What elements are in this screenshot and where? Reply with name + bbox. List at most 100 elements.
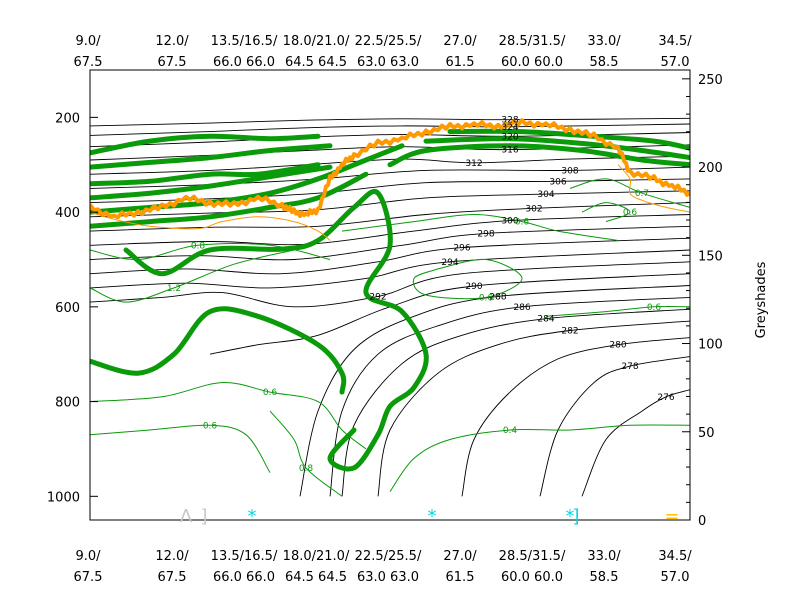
theta-contour-label: 292 [369,292,386,302]
tropopause-line [90,118,690,241]
pv-contour-thick [123,189,429,472]
x-top-label-line1: 12.0/ [155,34,189,49]
pv-contour-label: 0.6 [203,421,218,431]
pv-contour-label: 0.6 [479,293,494,303]
theta-contour-label: 324 [501,123,518,133]
theta-contour-label: 320 [501,132,518,142]
theta-contour-292 [90,261,690,308]
pv-contour-label: 1.2 [167,284,181,294]
x-bottom-label-line2: 61.5 [446,570,475,585]
theta-contour-label: 282 [561,327,578,337]
pv-contour-thick [423,136,690,161]
pv-contour-thin [269,410,343,497]
x-bottom-label-line1: 27.0/ [443,549,477,564]
theta-contour-282 [377,320,690,497]
x-top-label-line2: 67.5 [74,55,103,70]
x-top-label-line2: 64.5 64.5 [285,55,347,70]
theta-contour-label: 306 [549,177,566,187]
y-right-tick-label: 50 [698,426,715,441]
pv-contour-label: 0.8 [299,464,314,474]
x-bottom-label-line2: 63.0 63.0 [357,570,419,585]
theta-contour-label: 294 [441,258,458,268]
pv-contour-thin [569,178,690,208]
contour-labels: 276 278 280 282 284 286 288 290 292 294 296 298 300 3… [167,116,675,474]
theta-contour-label: 284 [537,315,554,325]
x-top-label-line2: 58.5 [590,55,619,70]
y-right-tick-label: 0 [698,514,706,529]
y-right-tick-label: 100 [698,338,723,353]
x-top-label-line1: 18.0/21.0/ [283,34,350,49]
x-bottom-label-line1: 28.5/31.5/ [499,549,566,564]
pv-contour-thick [90,143,405,215]
station-marker: * [566,506,575,527]
theta-contour-label: 302 [525,204,542,214]
x-top-label-line2: 60.0 60.0 [501,55,563,70]
right-axis-title: Greyshades [754,261,769,338]
station-marker: Λ [180,506,193,527]
pv-contour-thick [387,143,690,168]
station-marker: * [428,506,437,527]
tropopause-thin-line [617,164,690,213]
theta-contour-302 [90,202,690,232]
pv-contour-label: 0.4 [503,426,518,436]
x-top-label-line1: 28.5/31.5/ [499,34,566,49]
pv-contour-label: 0.6 [263,388,278,398]
pv-contour-thick [90,162,321,187]
pv-contour-thick [90,143,333,170]
pv-contours-thin [90,178,690,497]
pv-contour-thin [412,258,523,300]
station-marker: = [664,506,679,527]
pv-contour-thin [90,249,295,303]
theta-contour-300 [90,214,690,246]
station-marker: ] [572,506,579,527]
x-top-label-line2: 61.5 [446,55,475,70]
x-top-label-line2: 66.0 66.0 [213,55,275,70]
y-left-tick-label: 1000 [47,490,80,505]
x-top-label-line1: 22.5/25.5/ [355,34,422,49]
pv-contour-thin [581,202,631,223]
theta-contour-296 [90,237,690,275]
station-marker: ] [200,506,207,527]
x-bottom-label-line1: 22.5/25.5/ [355,549,422,564]
theta-contour-label: 286 [513,303,530,313]
theta-contour-label: 280 [609,341,626,351]
y-left-tick-label: 800 [55,396,80,411]
station-marker: * [248,506,257,527]
pv-contour-thin [90,382,367,450]
theta-contour-label: 278 [621,362,638,372]
plot-frame [89,69,691,521]
x-bottom-label-line2: 64.5 64.5 [285,570,347,585]
x-bottom-label-line2: 67.5 [158,570,187,585]
pv-contours-thick [90,128,690,472]
theta-contour-280 [461,337,690,497]
theta-contour-label: 304 [537,190,554,200]
theta-contour-286 [329,296,690,497]
pv-contour-thin [545,305,690,317]
y-left-tick-label: 200 [55,111,80,126]
x-top-label-line2: 67.5 [158,55,187,70]
y-left-tick-label: 600 [55,301,80,316]
tropopause-thick-line [90,118,690,220]
x-bottom-label-line2: 58.5 [590,570,619,585]
pv-contour-thin [341,213,619,241]
pv-contour-thin [389,424,690,492]
x-top-label-line1: 13.5/16.5/ [211,34,278,49]
pv-contour-label: 0.8 [191,241,206,251]
pv-contour-thick [90,133,321,156]
tropopause-thin-line [90,211,331,241]
theta-contour-324 [90,123,690,136]
theta-contour-label: 276 [657,393,674,403]
x-top-label-line1: 33.0/ [587,34,621,49]
theta-contour-label: 288 [489,292,506,302]
x-top-label-line1: 34.5/ [658,34,692,49]
theta-contour-label: 312 [465,159,482,169]
theta-contour-label: 298 [477,229,494,239]
x-top-label-line2: 63.0 63.0 [357,55,419,70]
theta-contour-276 [581,389,690,497]
x-top-label-line1: 27.0/ [443,34,477,49]
axes: 200 400 600 800 1000 0 50 100 150 200 250 9.0/67.5 9… [47,34,723,585]
x-top-label-line2: 57.0 [661,55,690,70]
pv-contour-thick [90,306,347,395]
pv-contour-label: 0.6 [623,208,638,218]
